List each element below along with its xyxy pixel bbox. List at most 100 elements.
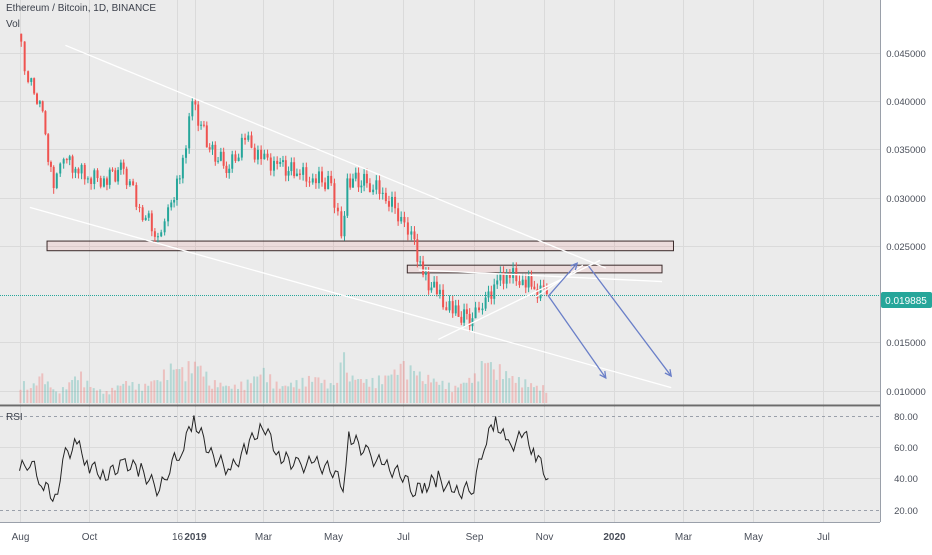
candle-body [38,101,41,104]
volume-bar [74,376,77,403]
volume-bar [345,372,348,403]
time-tick-label: Nov [536,532,554,543]
candle-body [222,151,225,166]
candle-body [253,147,256,160]
candle-body [279,161,282,164]
volume-bar [441,380,444,403]
volume-layer [19,352,548,403]
candle-body [105,178,108,185]
drawing-layer [29,44,673,389]
candle-body [468,313,471,327]
volume-bar [55,391,58,403]
price-tick-label: 0.015000 [886,338,926,349]
volume-bar [99,389,102,403]
volume-bar [265,382,268,403]
symbol-legend[interactable]: Ethereum / Bitcoin, 1D, BINANCE [6,3,157,14]
volume-bar [240,381,243,403]
volume-legend[interactable]: Vol [6,19,20,30]
volume-bar [304,386,307,403]
candle-body [173,199,176,203]
volume-bar [196,366,199,403]
rsi-tick-label: 60.00 [894,443,918,454]
volume-bar [498,364,501,403]
candle-body [36,93,39,104]
candle-body [445,307,448,311]
candle-body [147,213,150,218]
volume-bar [311,381,314,403]
volume-bar [514,382,517,403]
candle-body [122,162,125,169]
candle-body [324,182,327,190]
volume-bar [524,379,527,403]
rsi-legend[interactable]: RSI [6,412,23,423]
candle-body [266,153,269,158]
volume-bar [339,362,342,403]
candle-body [400,216,403,222]
volume-bar [205,371,208,403]
candle-body [108,169,111,185]
volume-bar [377,375,380,403]
volume-bar [213,380,216,403]
time-tick-label: May [744,532,763,543]
volume-bar [58,393,61,403]
time-tick-label: Mar [255,532,273,543]
volume-bar [86,380,89,403]
volume-bar [381,384,384,403]
volume-bar [535,385,538,403]
volume-bar [237,388,240,403]
volume-bar [545,392,548,403]
volume-bar [216,387,219,403]
volume-bar [150,381,153,403]
candle-body [153,231,156,237]
volume-bar [89,386,92,403]
volume-bar [116,385,119,403]
price-layer [0,33,880,332]
candle-body [99,178,102,187]
volume-bar [141,390,144,403]
candle-body [44,111,47,135]
candle-body [30,78,33,82]
candle-body [284,160,287,176]
candle-body [487,291,490,298]
candle-body [330,175,333,184]
volume-bar [314,377,317,403]
candle-body [518,281,521,286]
candle-body [454,305,457,314]
candle-body [460,316,463,323]
candle-body [357,172,360,188]
candle-body [308,181,311,183]
price-zone [46,240,674,252]
volume-bar [211,388,214,403]
volume-bar [159,381,162,403]
volume-bar [326,388,329,403]
volume-bar [219,382,222,403]
volume-bar [348,381,351,403]
candle-body [188,116,191,149]
candle-body [141,207,144,221]
candle-body [424,272,427,275]
volume-bar [477,381,480,403]
candle-body [55,173,58,189]
volume-bar [202,376,205,403]
volume-bar [371,377,374,403]
candle-body [384,192,387,202]
candle-body [197,104,200,126]
price-pane[interactable] [0,0,880,405]
price-tick-label: 0.010000 [886,387,926,398]
candle-body [150,213,153,232]
price-axis-background[interactable] [880,0,932,550]
candle-body [111,169,114,171]
candle-body [49,161,52,167]
rsi-pane[interactable] [0,407,880,522]
volume-bar [278,388,281,403]
time-axis-background[interactable] [0,522,880,550]
time-tick-label: May [324,532,343,543]
candle-body [20,33,23,42]
rsi-tick-label: 20.00 [894,506,918,517]
candle-body [117,169,120,182]
candle-body [52,166,55,189]
candle-body [527,276,530,288]
candle-body [430,287,433,291]
volume-bar [52,389,55,403]
